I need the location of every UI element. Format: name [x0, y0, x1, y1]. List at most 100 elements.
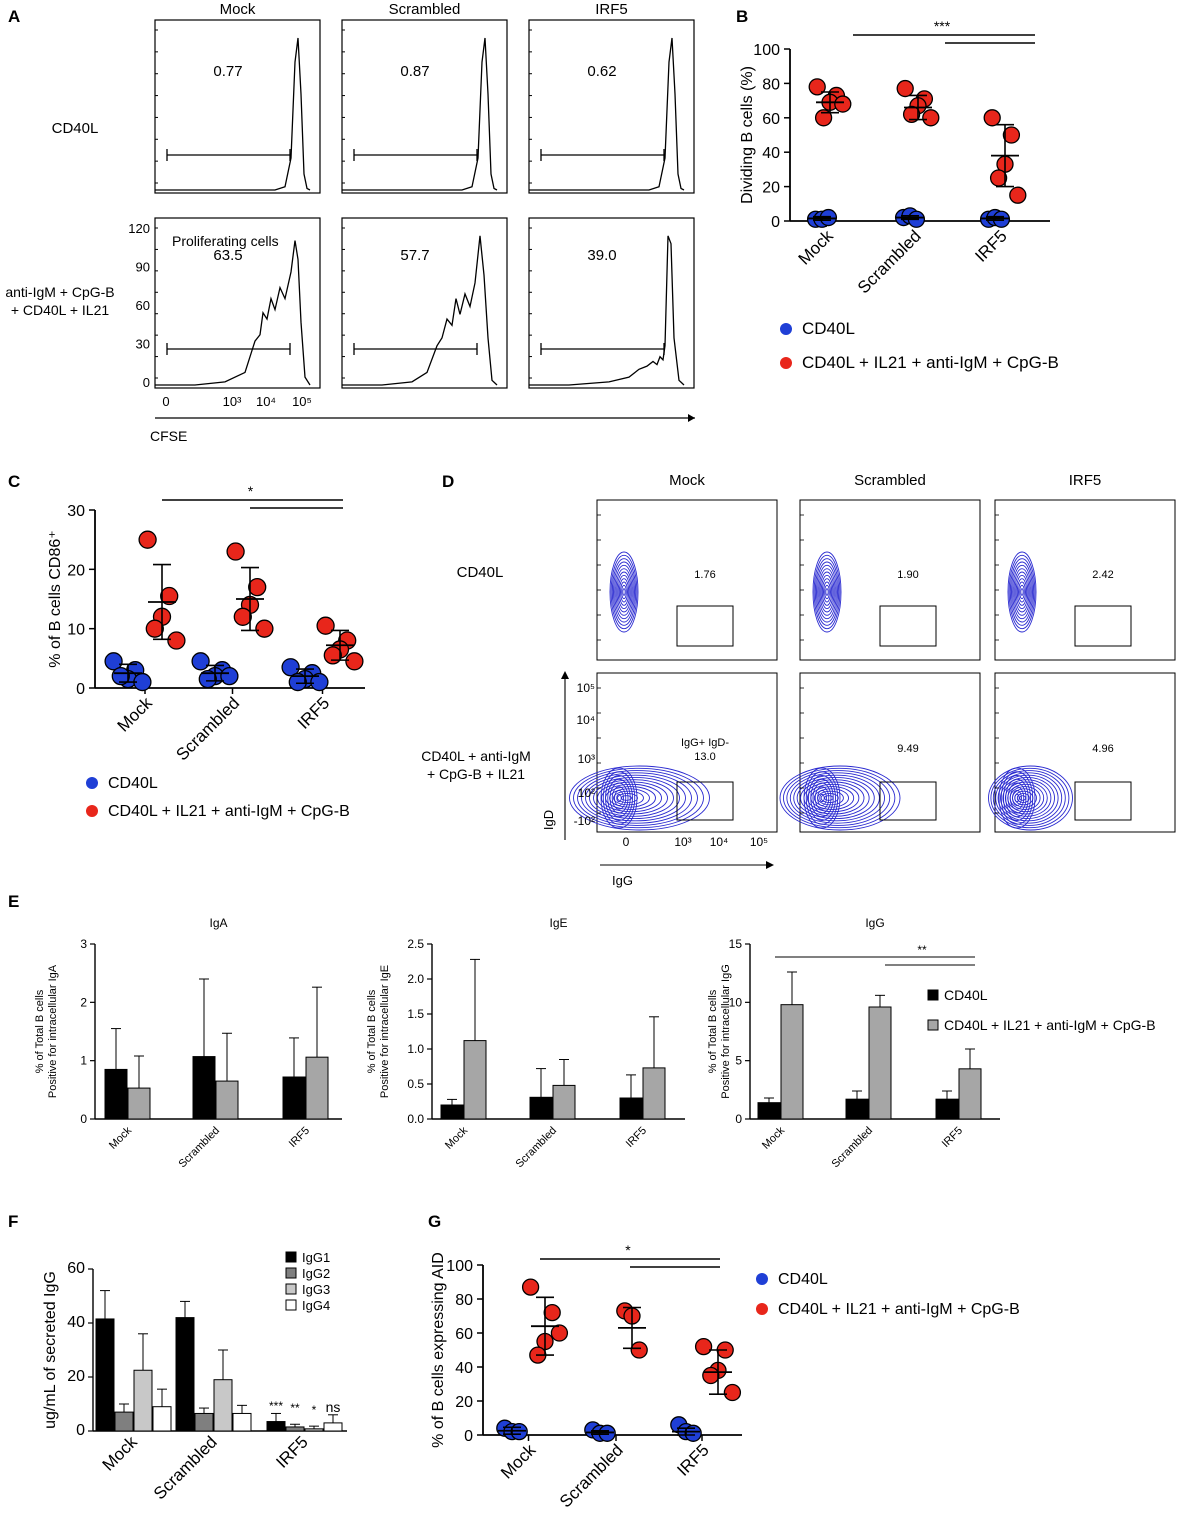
panel-c-cd86: 0 10 20 30% of B cells CD86⁺ Mock Scrambled IR… [47, 483, 365, 820]
legend-label: IgG4 [302, 1298, 330, 1313]
data-point [226, 542, 245, 561]
y-axis-label: Positive for intracellular IgE [379, 965, 391, 1098]
contour [622, 588, 626, 596]
x-category-label: Scrambled [829, 1125, 875, 1171]
y-tick-label: 80 [455, 1292, 473, 1309]
legend-marker [780, 323, 792, 335]
legend-marker [86, 777, 98, 789]
y-tick-label: 80 [762, 76, 780, 93]
plot-frame [341, 217, 508, 389]
plot-frame [596, 499, 778, 661]
plot-frame [596, 672, 778, 833]
contour [581, 772, 692, 824]
y-tick-label: 0.0 [407, 1112, 424, 1126]
row-label: + CpG-B + IL21 [427, 766, 525, 782]
y-tick-label: 10⁵ [577, 681, 595, 695]
x-tick-label: 0 [623, 835, 630, 849]
gate-box [879, 781, 937, 821]
y-tick-label: 40 [67, 1314, 85, 1331]
contour [1009, 786, 1025, 810]
data-point [111, 666, 130, 686]
contour [825, 588, 829, 596]
contour [607, 778, 631, 818]
row-label: + CD40L + IL21 [11, 302, 110, 318]
data-point [834, 95, 852, 113]
y-tick-label: 0 [143, 375, 150, 390]
data-point [191, 652, 210, 671]
y-tick-label: 60 [67, 1260, 85, 1277]
data-point [167, 631, 186, 650]
contour [789, 772, 886, 824]
chart-title: IgG [865, 916, 884, 930]
y-tick-label: 15 [729, 937, 743, 951]
gate-value: 0.87 [400, 63, 429, 80]
contour [618, 578, 630, 606]
legend-label: IgG3 [302, 1282, 330, 1297]
contour [808, 775, 836, 821]
legend-label: CD40L [108, 775, 158, 792]
y-axis-label: % of Total B cells [707, 989, 719, 1073]
plot-frame [528, 217, 695, 389]
data-point [922, 109, 940, 127]
bar [114, 1411, 134, 1432]
legend-label: CD40L + IL21 + anti-IgM + CpG-B [778, 1301, 1020, 1318]
x-category-label: Mock [114, 693, 157, 736]
contour [1002, 779, 1052, 817]
gate-value: 39.0 [587, 247, 616, 264]
contour [819, 793, 825, 803]
y-tick-label: 0 [464, 1428, 473, 1445]
x-category-label: IRF5 [294, 693, 333, 732]
data-point [198, 669, 217, 689]
y-tick-label: 2.0 [407, 972, 424, 986]
contour [820, 792, 839, 804]
data-point [323, 646, 342, 665]
panel-letter-a: A [8, 7, 20, 26]
y-axis-label: Dividing B cells (%) [739, 66, 756, 204]
contour [600, 767, 638, 829]
x-tick-label: 10⁵ [292, 394, 312, 409]
y-tick-label: 10² [578, 786, 595, 800]
histogram [155, 37, 311, 191]
histogram [529, 235, 685, 386]
legend-marker [756, 1273, 768, 1285]
y-axis-label: ug/mL of secreted IgG [42, 1271, 59, 1429]
panel-letter-g: G [428, 1212, 441, 1231]
significance-label: *** [269, 1399, 283, 1413]
contour [613, 790, 644, 806]
gate-value: 0.62 [587, 63, 616, 80]
significance-label: ** [290, 1401, 300, 1415]
y-axis-label: % of Total B cells [34, 989, 46, 1073]
contour [817, 564, 837, 620]
contour [992, 770, 1066, 826]
legend-marker [780, 357, 792, 369]
legend-swatch [285, 1251, 297, 1263]
legend-label: IgG1 [302, 1250, 330, 1265]
y-tick-label: 90 [136, 260, 150, 275]
contour [1009, 558, 1035, 626]
panel-letter-e: E [8, 892, 19, 911]
y-tick-label: 0 [771, 214, 780, 231]
legend-swatch [285, 1299, 297, 1311]
gate-value: 9.49 [897, 743, 918, 755]
plot-frame [528, 19, 695, 194]
data-point [694, 1337, 713, 1356]
data-point [138, 530, 157, 549]
contour [988, 765, 1073, 831]
data-point [630, 1341, 648, 1359]
x-category-label: IRF5 [272, 1432, 311, 1471]
bar [323, 1422, 343, 1432]
bar [194, 1412, 214, 1432]
bar [127, 1087, 151, 1120]
contour [1016, 578, 1028, 606]
y-tick-label: -10² [574, 814, 595, 828]
y-tick-label: 120 [128, 221, 150, 236]
plot-frame [799, 672, 981, 833]
y-tick-label: 40 [455, 1360, 473, 1377]
gate-value: 13.0 [694, 751, 715, 763]
contour [1014, 571, 1030, 613]
contour [990, 767, 1070, 829]
contour [814, 558, 840, 626]
x-category-label: Mock [99, 1432, 142, 1475]
